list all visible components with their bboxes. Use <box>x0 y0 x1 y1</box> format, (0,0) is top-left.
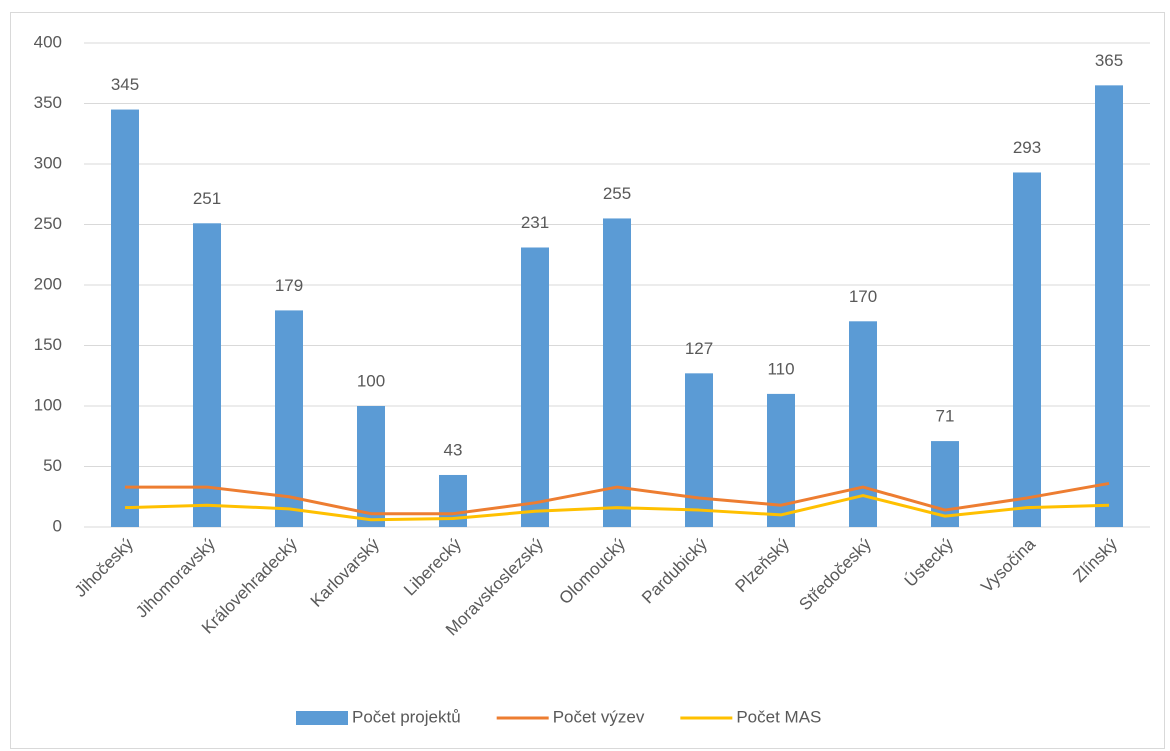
data-label: 170 <box>849 287 877 306</box>
data-label: 110 <box>767 359 794 378</box>
line <box>124 494 1110 522</box>
data-label: 231 <box>521 213 549 232</box>
data-label: 127 <box>685 339 713 358</box>
data-label: 255 <box>603 184 631 203</box>
y-tick-label: 350 <box>34 93 62 112</box>
y-tick-label: 100 <box>34 395 62 414</box>
legend-label: Počet projektů <box>352 707 461 726</box>
data-label: 43 <box>444 440 463 459</box>
data-label: 345 <box>111 75 139 94</box>
y-tick-label: 200 <box>34 274 62 293</box>
data-label: 251 <box>193 189 221 208</box>
y-tick-label: 0 <box>53 516 62 535</box>
bar <box>603 218 631 527</box>
line <box>125 481 1110 516</box>
data-label: 100 <box>357 371 385 390</box>
bar <box>849 321 877 527</box>
legend-label: Počet výzev <box>553 707 645 726</box>
data-label: 179 <box>275 276 303 295</box>
y-tick-label: 400 <box>34 32 62 51</box>
data-label: 365 <box>1095 51 1123 70</box>
y-tick-label: 300 <box>34 153 62 172</box>
bar <box>767 393 795 527</box>
bar <box>685 373 713 527</box>
y-tick-label: 50 <box>43 456 62 475</box>
bar <box>275 310 303 527</box>
y-tick-label: 150 <box>34 335 62 354</box>
data-label: 293 <box>1013 138 1041 157</box>
bar <box>1013 172 1041 527</box>
bar <box>521 247 549 528</box>
data-label: 71 <box>936 407 955 426</box>
bar <box>111 109 139 528</box>
chart-frame <box>10 12 1165 749</box>
legend-swatch <box>296 711 348 725</box>
y-tick-label: 250 <box>34 214 62 233</box>
bar <box>1095 85 1123 527</box>
bar <box>193 223 221 528</box>
bar <box>357 406 385 527</box>
legend-label: Počet MAS <box>736 707 821 726</box>
